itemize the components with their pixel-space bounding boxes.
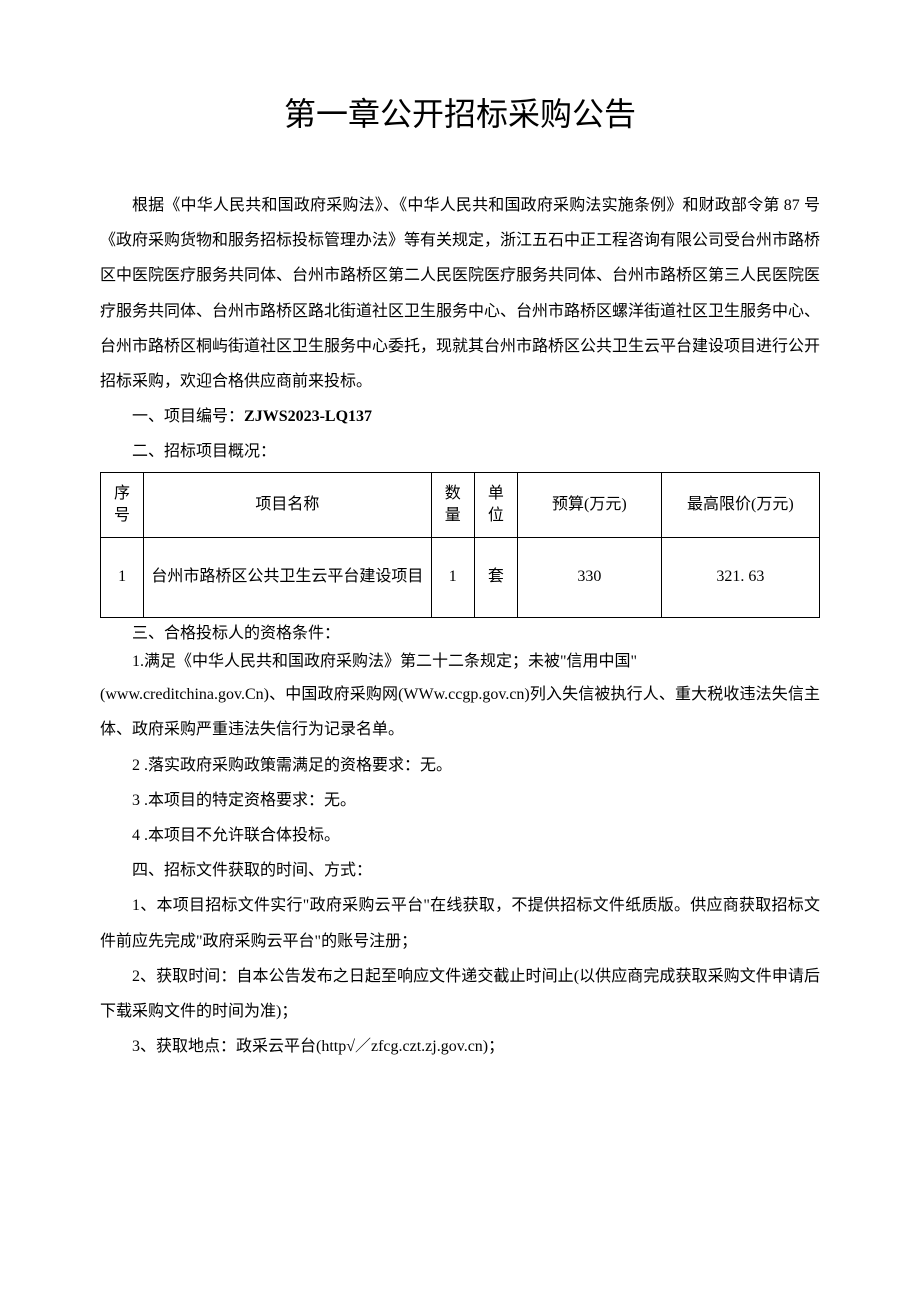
th-unit: 单位 xyxy=(474,472,517,538)
th-max: 最高限价(万元) xyxy=(661,472,819,538)
th-seq: 序号 xyxy=(101,472,144,538)
condition-3: 3 .本项目的特定资格要求：无。 xyxy=(100,783,820,818)
section-1: 一、项目编号：ZJWS2023-LQ137 xyxy=(100,399,820,434)
obtain-3: 3、获取地点：政采云平台(http√／zfcg.czt.zj.gov.cn)； xyxy=(100,1029,820,1064)
section-3-label: 三、合格投标人的资格条件： xyxy=(100,620,820,649)
obtain-2: 2、获取时间：自本公告发布之日起至响应文件递交截止时间止(以供应商完成获取采购文… xyxy=(100,959,820,1029)
condition-2: 2 .落实政府采购政策需满足的资格要求：无。 xyxy=(100,748,820,783)
table-header-row: 序号 项目名称 数量 单位 预算(万元) 最高限价(万元) xyxy=(101,472,820,538)
chapter-title: 第一章公开招标采购公告 xyxy=(100,90,820,138)
intro-paragraph: 根据《中华人民共和国政府采购法》、《中华人民共和国政府采购法实施条例》和财政部令… xyxy=(100,188,820,399)
condition-4: 4 .本项目不允许联合体投标。 xyxy=(100,818,820,853)
th-budget: 预算(万元) xyxy=(517,472,661,538)
td-unit: 套 xyxy=(474,538,517,617)
section-1-label: 一、项目编号： xyxy=(132,408,244,425)
td-seq: 1 xyxy=(101,538,144,617)
project-number: ZJWS2023-LQ137 xyxy=(244,408,372,425)
th-name: 项目名称 xyxy=(144,472,432,538)
condition-1b: (www.creditchina.gov.Cn)、中国政府采购网(WWw.ccg… xyxy=(100,677,820,747)
td-max: 321. 63 xyxy=(661,538,819,617)
th-qty: 数量 xyxy=(431,472,474,538)
td-budget: 330 xyxy=(517,538,661,617)
section-4-label: 四、招标文件获取的时间、方式： xyxy=(100,853,820,888)
obtain-1: 1、本项目招标文件实行"政府采购云平台"在线获取，不提供招标文件纸质版。供应商获… xyxy=(100,888,820,958)
td-qty: 1 xyxy=(431,538,474,617)
project-table: 序号 项目名称 数量 单位 预算(万元) 最高限价(万元) 1 台州市路桥区公共… xyxy=(100,472,820,618)
table-row: 1 台州市路桥区公共卫生云平台建设项目 1 套 330 321. 63 xyxy=(101,538,820,617)
condition-1a: 1.满足《中华人民共和国政府采购法》第二十二条规定；未被"信用中国" xyxy=(100,648,820,677)
td-name: 台州市路桥区公共卫生云平台建设项目 xyxy=(144,538,432,617)
section-2-label: 二、招标项目概况： xyxy=(100,434,820,469)
